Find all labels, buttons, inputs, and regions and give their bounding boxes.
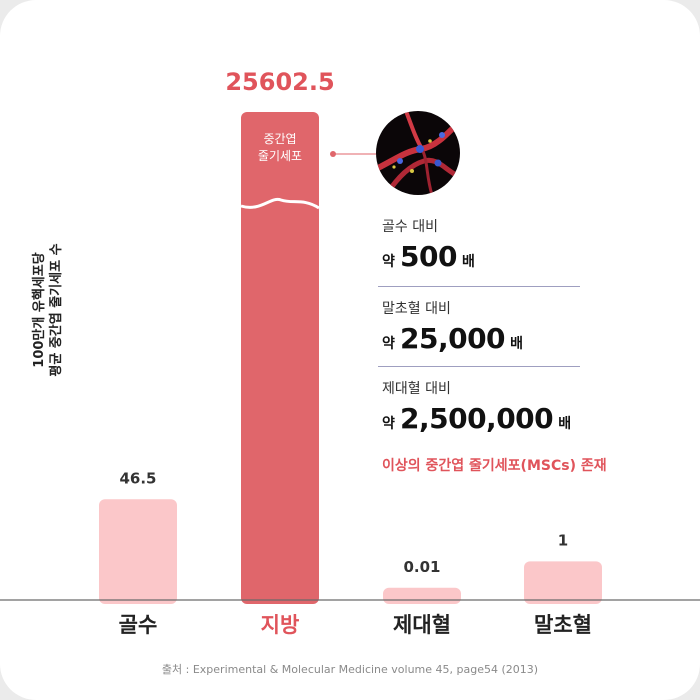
category-label: 말초혈 [534,613,592,637]
comparison-label: 골수 대비 [382,219,438,235]
comparison-value: 약 25,000 배 [382,322,582,355]
bar-0 [99,499,177,604]
comparison-prefix: 약 [382,254,395,270]
bar-3 [524,561,602,604]
comparison-number: 2,500,000 [399,402,554,435]
bar-insert-line2: 줄기세포 [257,149,303,163]
comparison-suffix: 배 [462,254,475,270]
highlight-statement: 이상의 중간엽 줄기세포(MSCs) 존재 [382,458,607,474]
comparison-number: 25,000 [399,322,506,355]
comparison-bone-marrow: 골수 대비 약 500 배 [382,216,582,273]
source-citation: 출처 : Experimental & Molecular Medicine v… [161,663,539,676]
bar-break-wave [240,197,320,210]
stem-cell-micrograph [376,111,460,195]
category-label: 골수 [119,613,158,637]
bar-insert-label: 중간엽 줄기세포 [241,131,319,165]
divider [378,366,580,367]
comparison-suffix: 배 [558,416,572,432]
value-label: 46.5 [119,469,156,487]
category-label: 지방 [261,613,300,637]
comparison-prefix: 약 [382,336,395,352]
value-label: 0.01 [403,558,440,576]
comparison-number: 500 [399,240,457,273]
comparison-cord-blood: 제대혈 대비 약 2,500,000 배 [382,378,582,435]
bar-2 [383,587,461,604]
bar-1 [241,112,319,604]
comparison-label: 말초혈 대비 [382,301,451,317]
comparison-label: 제대혈 대비 [382,381,451,397]
comparison-prefix: 약 [382,416,395,432]
category-label: 제대혈 [393,613,451,637]
comparison-suffix: 배 [510,336,524,352]
bar-insert-line1: 중간엽 [263,132,297,146]
comparison-peripheral-blood: 말초혈 대비 약 25,000 배 [382,298,582,355]
comparison-value: 약 2,500,000 배 [382,402,582,435]
value-label: 1 [558,531,568,549]
value-label: 25602.5 [225,68,334,96]
comparison-value: 약 500 배 [382,240,582,273]
divider [378,286,580,287]
